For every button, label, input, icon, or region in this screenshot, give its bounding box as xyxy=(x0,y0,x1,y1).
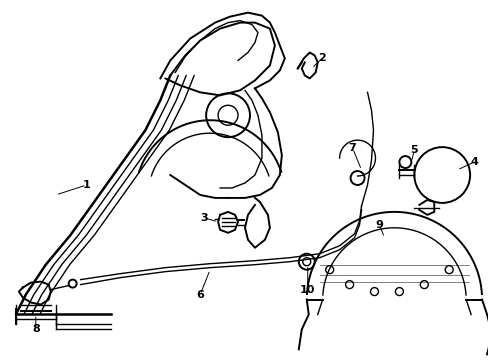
Text: 4: 4 xyxy=(469,157,477,167)
Text: 6: 6 xyxy=(196,289,203,300)
Text: 7: 7 xyxy=(348,143,356,153)
Text: 10: 10 xyxy=(300,284,315,294)
Text: 9: 9 xyxy=(375,220,383,230)
Text: 2: 2 xyxy=(317,54,325,63)
Text: 3: 3 xyxy=(200,213,207,223)
Text: 1: 1 xyxy=(82,180,90,190)
Text: 8: 8 xyxy=(32,324,40,334)
Text: 5: 5 xyxy=(410,145,417,155)
